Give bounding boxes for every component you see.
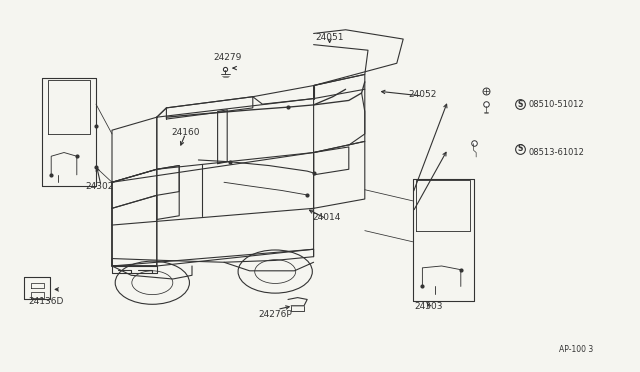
Text: 24302: 24302 bbox=[85, 182, 113, 190]
Text: AP-100 3: AP-100 3 bbox=[559, 345, 593, 354]
Text: 24279: 24279 bbox=[213, 53, 241, 62]
Text: S: S bbox=[518, 144, 523, 153]
Text: 08510-51012: 08510-51012 bbox=[529, 100, 584, 109]
Text: S: S bbox=[518, 100, 523, 109]
Text: 24160: 24160 bbox=[172, 128, 200, 137]
Text: 08513-61012: 08513-61012 bbox=[529, 148, 585, 157]
Text: 24052: 24052 bbox=[408, 90, 436, 99]
Text: 24051: 24051 bbox=[316, 33, 344, 42]
Text: 24136D: 24136D bbox=[28, 297, 64, 306]
Text: 24303: 24303 bbox=[415, 302, 443, 311]
Text: 24014: 24014 bbox=[312, 213, 340, 222]
Text: 24276P: 24276P bbox=[259, 310, 292, 319]
